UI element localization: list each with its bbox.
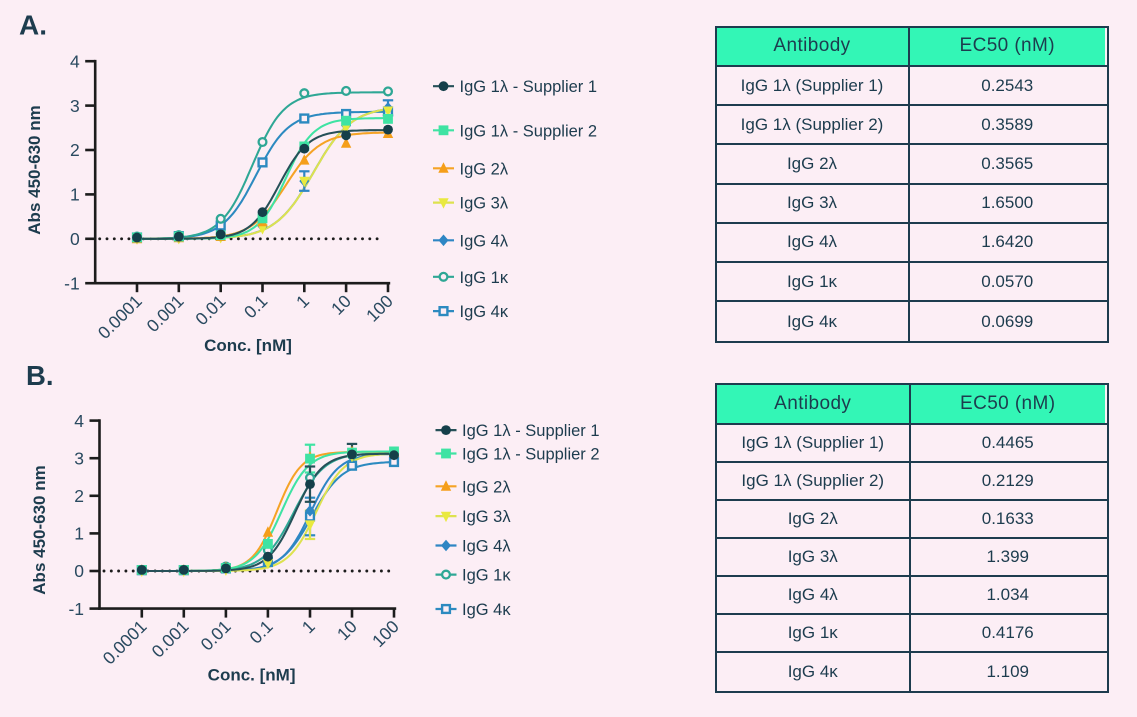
svg-text:IgG 4λ: IgG 4λ [462,538,511,556]
svg-text:2: 2 [74,486,84,506]
svg-text:IgG 2λ: IgG 2λ [462,478,511,496]
svg-text:IgG 4κ: IgG 4κ [462,601,511,619]
svg-text:3: 3 [74,448,84,468]
svg-text:1: 1 [292,291,313,312]
svg-text:IgG 4κ: IgG 4κ [460,303,509,321]
svg-text:10: 10 [327,291,355,319]
svg-text:IgG 1κ: IgG 1κ [460,269,509,287]
svg-text:IgG 1κ: IgG 1κ [462,567,511,585]
svg-text:0.0001: 0.0001 [99,616,151,668]
svg-text:1: 1 [74,524,84,544]
svg-text:IgG 1λ - Supplier 1: IgG 1λ - Supplier 1 [460,78,598,96]
svg-text:-1: -1 [68,599,84,619]
svg-text:0.001: 0.001 [148,616,193,661]
svg-text:Abs 450-630 nm: Abs 450-630 nm [25,105,44,234]
svg-text:IgG 1λ - Supplier 2: IgG 1λ - Supplier 2 [462,446,600,464]
svg-text:A.: A. [19,10,47,41]
svg-text:2: 2 [70,140,80,160]
svg-text:0: 0 [74,561,84,581]
svg-text:IgG 4λ: IgG 4λ [460,232,509,250]
svg-text:100: 100 [362,291,397,326]
svg-text:IgG 2λ: IgG 2λ [460,160,509,178]
svg-text:IgG 1λ - Supplier 1: IgG 1λ - Supplier 1 [462,422,600,440]
svg-text:10: 10 [333,616,361,644]
svg-text:IgG 3λ: IgG 3λ [460,195,509,213]
svg-text:0.01: 0.01 [197,616,235,654]
svg-text:1: 1 [298,616,319,637]
svg-text:IgG 3λ: IgG 3λ [462,508,511,526]
svg-text:0: 0 [70,229,80,249]
svg-text:B.: B. [26,360,54,391]
svg-text:1: 1 [70,185,80,205]
svg-text:0.1: 0.1 [245,616,276,647]
svg-text:4: 4 [74,411,84,431]
svg-text:Conc. [nM]: Conc. [nM] [204,336,292,355]
svg-text:IgG 1λ - Supplier 2: IgG 1λ - Supplier 2 [460,122,598,140]
svg-text:0.0001: 0.0001 [94,291,146,343]
svg-text:0.1: 0.1 [240,291,271,322]
svg-text:3: 3 [70,96,80,116]
svg-text:4: 4 [70,51,80,71]
svg-text:Abs 450-630 nm: Abs 450-630 nm [30,465,49,594]
svg-text:-1: -1 [64,273,80,293]
svg-text:0.001: 0.001 [143,291,188,336]
svg-text:Conc. [nM]: Conc. [nM] [208,666,296,685]
svg-text:100: 100 [368,616,403,651]
svg-text:0.01: 0.01 [191,291,229,329]
